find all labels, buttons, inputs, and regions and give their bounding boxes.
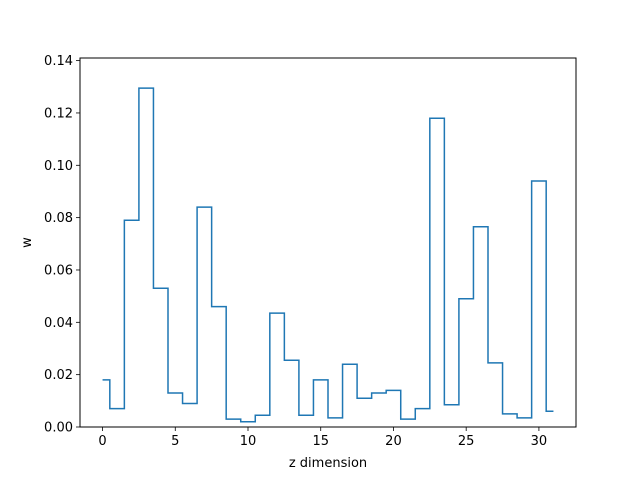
series-layer [102, 87, 554, 423]
x-tick-label: 25 [458, 434, 475, 449]
y-tick-label: 0.04 [44, 316, 73, 331]
series-line-0 [102, 87, 554, 423]
x-tick-label: 15 [312, 434, 329, 449]
y-tick-label: 0.02 [44, 368, 73, 383]
x-axis-ticks: 0 5 10 15 20 25 30 [98, 427, 547, 449]
x-tick-label: 5 [171, 434, 179, 449]
plot-frame [79, 57, 577, 428]
y-axis-label: w [20, 237, 35, 248]
x-axis-label: z dimension [289, 456, 367, 471]
y-tick-label: 0.12 [44, 106, 73, 121]
y-tick-label: 0.06 [44, 263, 73, 278]
x-tick-label: 0 [98, 434, 106, 449]
x-tick-label: 20 [385, 434, 402, 449]
y-tick-label: 0.14 [44, 54, 73, 69]
y-tick-label: 0.10 [44, 159, 73, 174]
x-tick-label: 30 [531, 434, 548, 449]
y-axis-ticks: 0.00 0.02 0.04 0.06 0.08 0.10 0.12 0.14 [44, 54, 80, 436]
y-tick-label: 0.08 [44, 211, 73, 226]
x-tick-label: 10 [240, 434, 257, 449]
y-tick-label: 0.00 [44, 421, 73, 436]
